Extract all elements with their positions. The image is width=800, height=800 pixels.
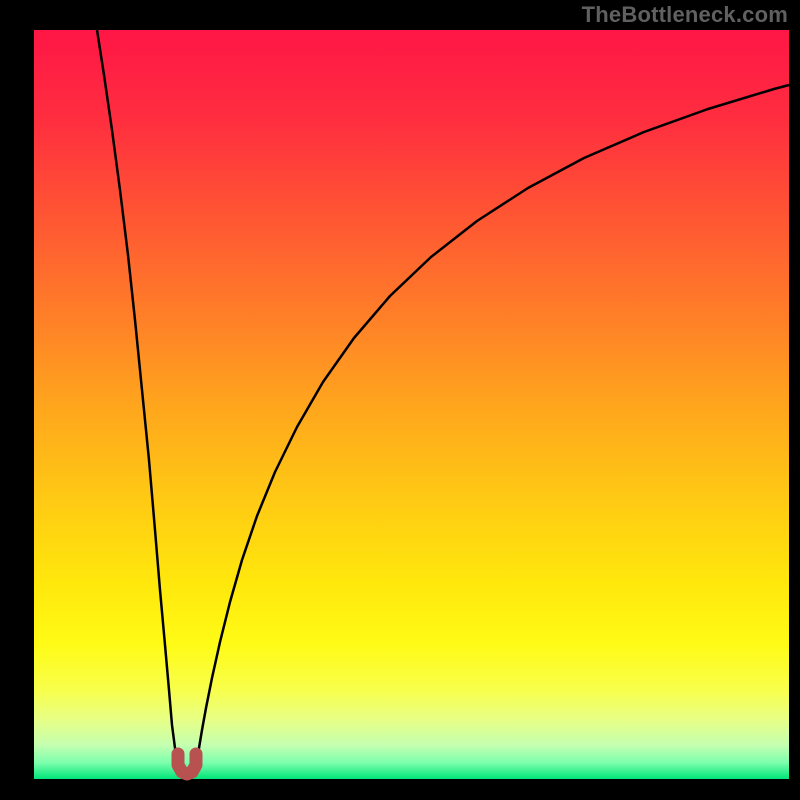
chart-frame: TheBottleneck.com — [0, 0, 800, 800]
bottleneck-chart — [0, 0, 800, 800]
gradient-background — [34, 30, 789, 779]
